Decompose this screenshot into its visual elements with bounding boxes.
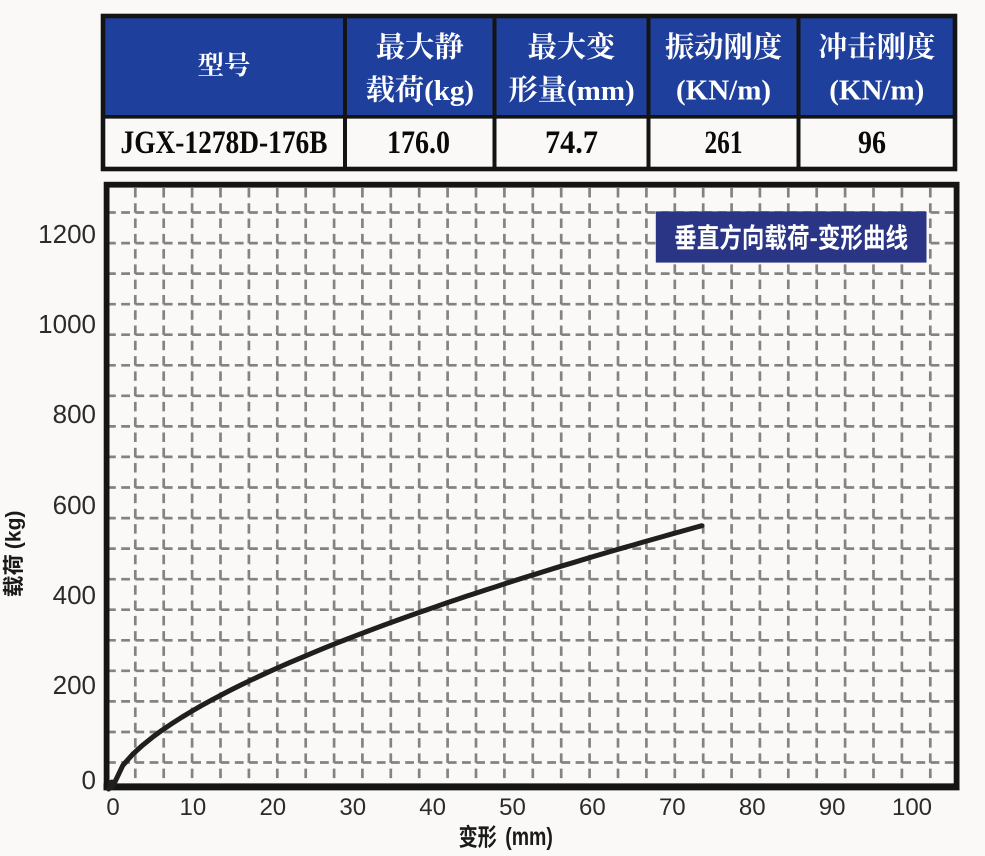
svg-text:96: 96 [858,125,886,161]
svg-text:70: 70 [659,794,686,821]
svg-text:74.7: 74.7 [545,125,598,161]
svg-text:200: 200 [53,670,96,700]
svg-text:(mm): (mm) [505,823,553,851]
svg-text:JGX-1278D-176B: JGX-1278D-176B [121,125,328,161]
svg-text:1200: 1200 [38,219,96,249]
svg-text:(kg): (kg) [3,511,26,549]
svg-text:(kg): (kg) [424,75,474,107]
svg-text:(KN/m): (KN/m) [676,75,771,107]
svg-text:30: 30 [339,794,366,821]
svg-text:60: 60 [579,794,606,821]
svg-text:0: 0 [106,794,119,821]
svg-text:600: 600 [53,490,96,520]
svg-text:10: 10 [180,794,207,821]
svg-text:176.0: 176.0 [387,125,450,161]
svg-text:90: 90 [819,794,846,821]
svg-text:50: 50 [499,794,526,821]
svg-text:20: 20 [259,794,286,821]
svg-text:261: 261 [705,125,743,161]
svg-text:80: 80 [739,794,766,821]
svg-text:0: 0 [82,765,96,795]
svg-text:1000: 1000 [38,309,96,339]
svg-text:800: 800 [53,399,96,429]
svg-text:100: 100 [892,794,932,821]
svg-text:(mm): (mm) [567,75,635,107]
svg-text:40: 40 [419,794,446,821]
svg-text:400: 400 [53,580,96,610]
svg-text:(KN/m): (KN/m) [829,75,924,107]
